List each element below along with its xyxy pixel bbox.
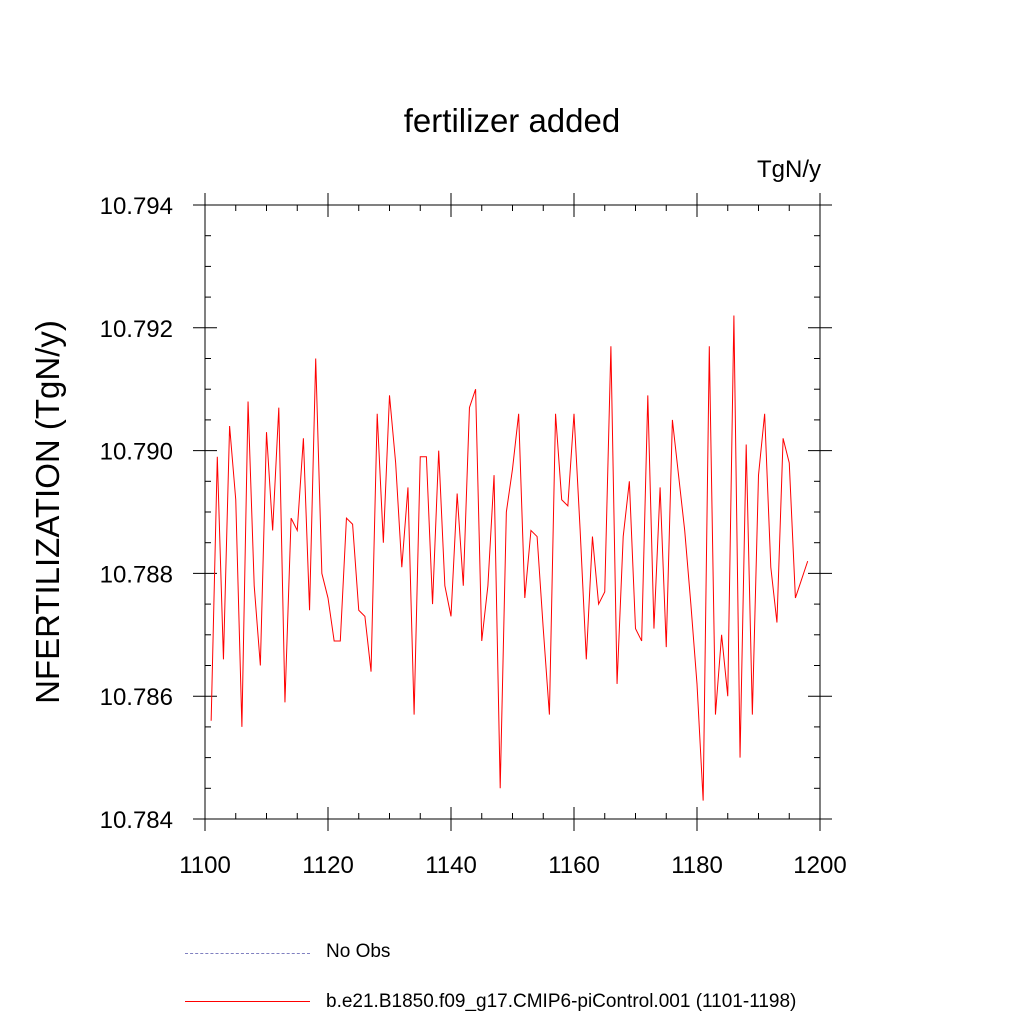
legend-label-no-obs: No Obs [326, 941, 391, 962]
y-tick-label: 10.790 [100, 439, 173, 466]
chart-title: fertilizer added [403, 102, 621, 139]
legend-label-picontrol: b.e21.B1850.f09_g17.CMIP6-piControl.001 … [326, 991, 797, 1012]
y-tick-label: 10.788 [100, 561, 173, 588]
legend-swatch-picontrol [185, 1001, 310, 1002]
x-tick-label: 1200 [793, 852, 846, 879]
x-tick-label: 1100 [179, 852, 231, 879]
x-tick-label: 1120 [302, 852, 354, 879]
x-tick-label: 1140 [425, 852, 477, 879]
units-label: TgN/y [756, 156, 821, 183]
series-line-1 [210, 315, 809, 801]
x-tick-label: 1160 [548, 852, 600, 879]
y-tick-label: 10.794 [100, 193, 173, 220]
y-tick-label: 10.784 [100, 807, 173, 834]
x-tick-label: 1180 [671, 852, 723, 879]
tick-label-layer: 1100 1120 1140 1160 1180 1200 10.784 10.786 10.7… [100, 193, 847, 879]
y-axis-label: NFERTILIZATION (TgN/y) [29, 320, 66, 704]
legend-swatch-no-obs [185, 953, 310, 954]
series-layer [210, 315, 809, 801]
y-tick-label: 10.792 [100, 316, 173, 343]
y-tick-label: 10.786 [100, 684, 173, 711]
plot-frame [204, 204, 821, 820]
